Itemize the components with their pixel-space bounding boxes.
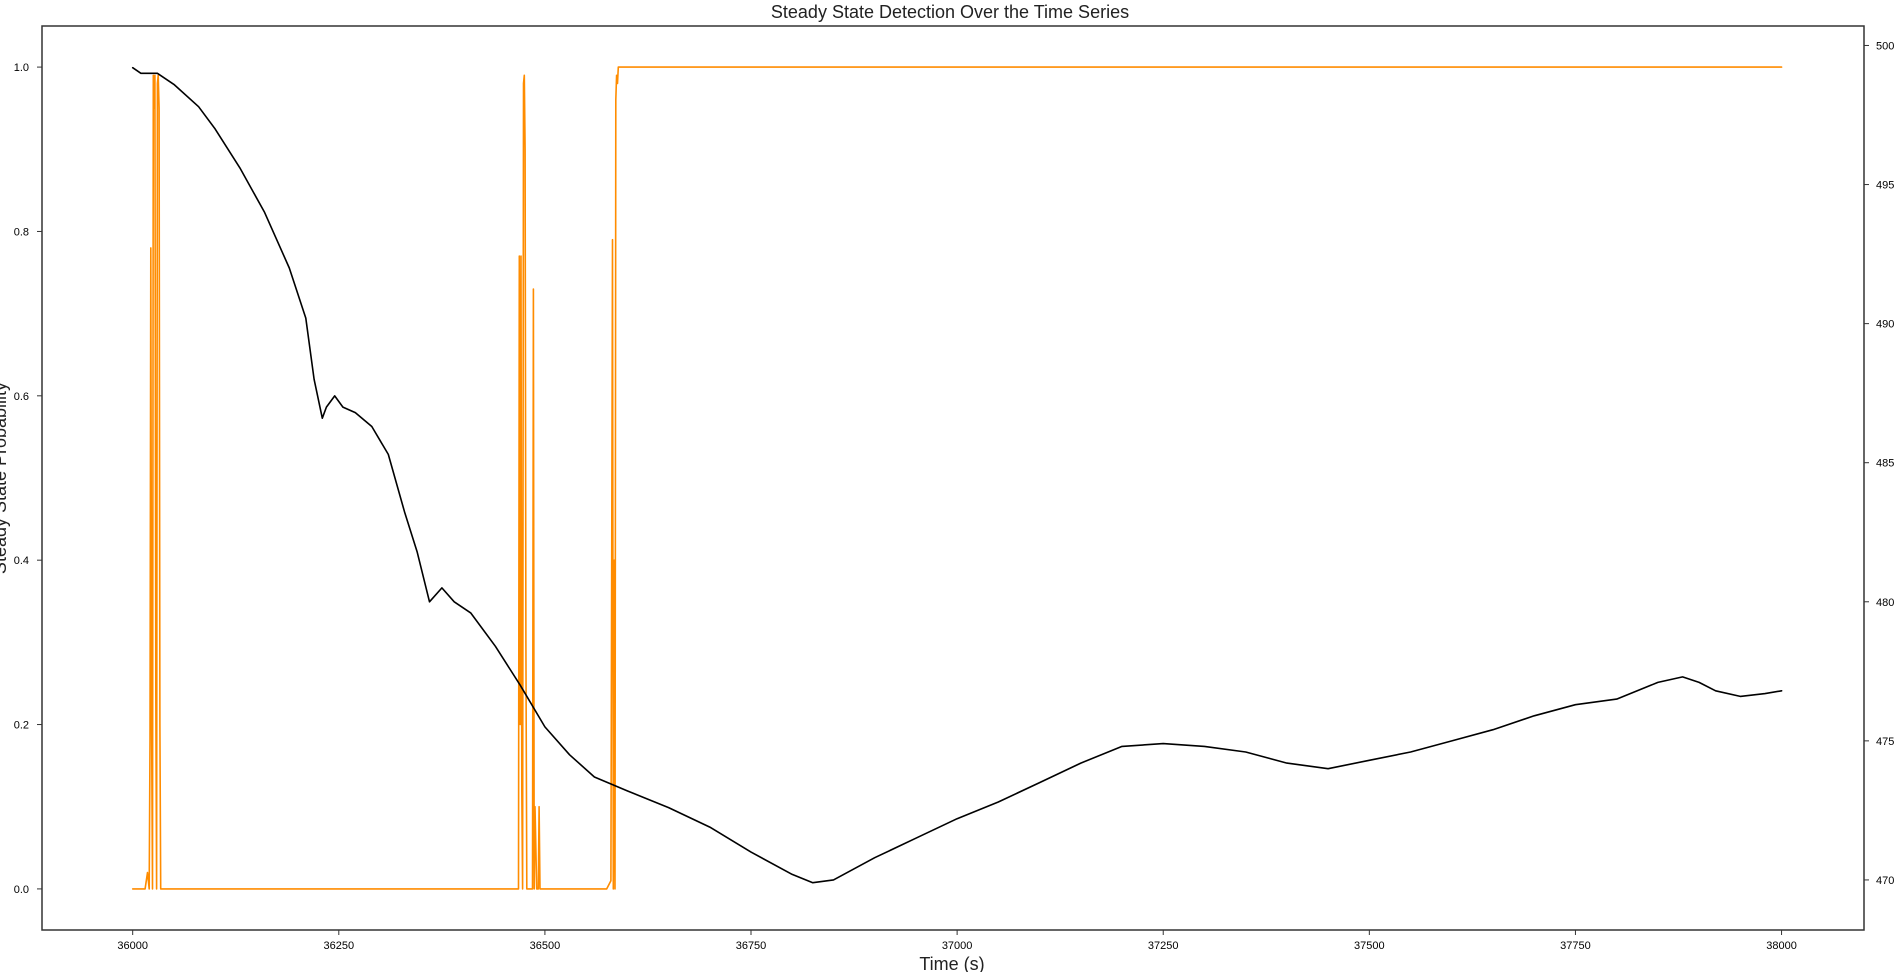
x-tick-label: 38000	[1766, 940, 1797, 952]
series-line-probability	[131, 66, 1783, 890]
x-tick-label: 36000	[117, 940, 148, 952]
y2-tick-label: 500	[1876, 40, 1894, 52]
x-axis: 36000 36250 36500 36750 37000 37250 37500 37750…	[117, 930, 1797, 952]
series-line-right-axis	[131, 66, 1783, 884]
x-tick-label: 37750	[1560, 940, 1591, 952]
x-tick-label: 36500	[530, 940, 561, 952]
x-tick-label: 36750	[736, 940, 767, 952]
x-tick-label: 37500	[1354, 940, 1385, 952]
y-tick-label: 1.0	[14, 62, 29, 74]
y-axis-right: 470 475 480 485 490 495 500	[1864, 40, 1894, 887]
y-axis-left: 0.0 0.2 0.4 0.6 0.8 1.0	[14, 62, 42, 896]
y-tick-label: 0.0	[14, 884, 29, 896]
y2-tick-label: 495	[1876, 180, 1894, 192]
y-tick-label: 0.8	[14, 226, 29, 238]
chart-title: Steady State Detection Over the Time Ser…	[771, 2, 1129, 22]
y2-tick-label: 480	[1876, 597, 1894, 609]
y2-tick-label: 485	[1876, 458, 1894, 470]
series-layer	[131, 66, 1783, 890]
y2-tick-label: 475	[1876, 736, 1894, 748]
y-tick-label: 0.6	[14, 391, 29, 403]
x-tick-label: 36250	[323, 940, 354, 952]
x-axis-label: Time (s)	[919, 954, 984, 972]
y-axis-label: Steady State Probability	[0, 382, 10, 574]
plot-area	[41, 25, 1865, 931]
x-tick-label: 37000	[942, 940, 973, 952]
y2-tick-label: 470	[1876, 875, 1894, 887]
y2-tick-label: 490	[1876, 319, 1894, 331]
x-tick-label: 37250	[1148, 940, 1179, 952]
y-tick-label: 0.2	[14, 720, 29, 732]
y-tick-label: 0.4	[14, 555, 29, 567]
